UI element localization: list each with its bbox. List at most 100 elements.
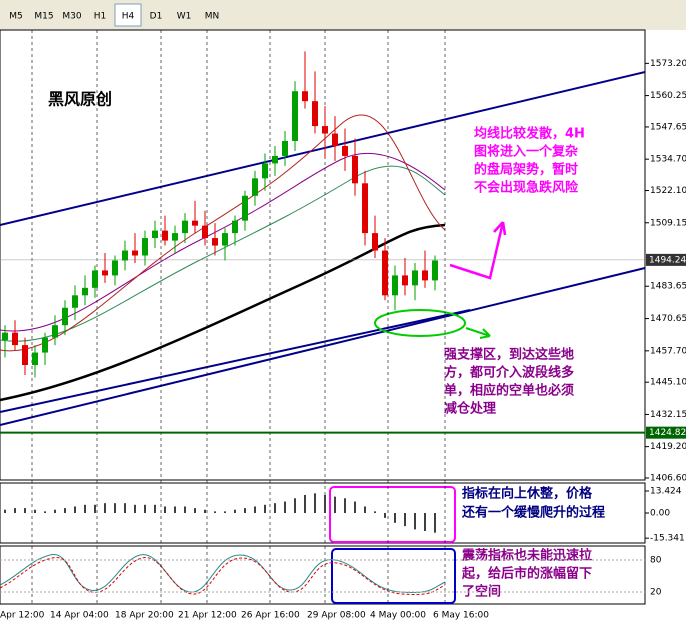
x-tick-label: 21 Apr 12:00 (178, 611, 237, 621)
note-line: 还有一个缓慢爬升的过程 (461, 505, 605, 521)
x-tick-label: 18 Apr 20:00 (115, 611, 174, 621)
note-line: 单，相应的空单也必须 (444, 383, 574, 399)
candle-body (2, 332, 8, 341)
author-label: 黑风原创 (48, 90, 112, 109)
toolbar (0, 0, 686, 30)
candle-body (332, 133, 338, 146)
candle-body (12, 332, 18, 346)
candle-body (92, 270, 98, 288)
candle-body (432, 260, 438, 281)
timeframe-button[interactable] (114, 3, 142, 27)
candle-body (182, 220, 188, 234)
timeframe-label[interactable]: M15 (34, 12, 53, 22)
note-line: 的盘局架势，暂时 (474, 162, 578, 178)
candle-body (402, 275, 408, 286)
ma-120 (0, 165, 446, 342)
stoch-pane (0, 545, 646, 605)
candle-body (142, 238, 148, 256)
timeframe-button[interactable] (3, 4, 29, 26)
candle-body (202, 225, 208, 239)
trend-line (0, 309, 471, 413)
timeframe-label[interactable]: H1 (94, 12, 107, 22)
y-tick-label: 1534.70 (650, 155, 686, 165)
candle-body (152, 230, 158, 239)
note-line: 起，给后市的涨幅留下 (461, 566, 592, 582)
x-tick-label: 6 May 16:00 (433, 611, 489, 621)
candle-body (412, 270, 418, 286)
channel-lower (0, 267, 646, 426)
stoch-box (331, 548, 456, 604)
candle-body (292, 91, 298, 142)
note-line: 不会出现急跌风险 (474, 180, 579, 196)
y-tick-label: 1547.65 (650, 122, 686, 132)
support-ellipse (374, 309, 466, 337)
note-line: 方，都可介入波段线多 (444, 365, 574, 381)
y-tick-label: 1457.70 (650, 346, 686, 356)
notes: 均线比较发散，4H 图将进入一个复杂的盘局架势，暂时不会出现急跌风险强支撑区，到达… (444, 126, 605, 600)
stoch-main (0, 554, 446, 593)
candle-body (392, 275, 398, 296)
timeframe-button[interactable] (31, 4, 57, 26)
candle-body (122, 250, 128, 261)
candle-body (32, 352, 38, 366)
timeframe-button[interactable] (199, 4, 225, 26)
y-tick-label: 1573.20 (650, 59, 686, 69)
y-tick-label: 1522.10 (650, 186, 686, 196)
y-tick-label: 1470.65 (650, 314, 686, 324)
candle-body (72, 295, 78, 308)
support-label: 1424.82 (649, 428, 686, 438)
candle-body (132, 250, 138, 256)
timeframe-button[interactable] (87, 4, 113, 26)
channel-upper (0, 71, 646, 226)
current-price-box (646, 253, 686, 266)
candle-body (282, 141, 288, 156)
note-line: 了空间 (462, 584, 501, 600)
ma-200 (0, 223, 446, 402)
stoch-signal (0, 557, 446, 595)
note-line: 强支撑区，到达这些地 (444, 347, 574, 363)
candle-body (212, 238, 218, 246)
support-arrow (465, 327, 491, 339)
macd-box (329, 486, 456, 543)
candle-body (52, 325, 58, 338)
y-tick-label: 1509.15 (650, 218, 686, 228)
candle-body (382, 250, 388, 296)
y-tick-label: -15.341 (650, 534, 685, 544)
current-price-label: 1494.24 (649, 255, 686, 265)
timeframe-label[interactable]: H4 (122, 12, 135, 22)
candle-body (172, 233, 178, 241)
timeframe-label[interactable]: MN (205, 12, 220, 22)
candle-body (372, 233, 378, 251)
note-line: 减仓处理 (444, 401, 496, 417)
timeframe-button[interactable] (59, 4, 85, 26)
candle-body (322, 126, 328, 134)
up-arrow (449, 221, 507, 280)
timeframe-label[interactable]: D1 (150, 12, 163, 22)
y-tick-label: 1560.25 (650, 91, 686, 101)
note-line: 图将进入一个复杂 (474, 144, 578, 160)
y-tick-label: 1419.20 (650, 442, 686, 452)
timeframe-button[interactable] (143, 4, 169, 26)
candle-body (302, 91, 308, 102)
note-line: 均线比较发散，4H (474, 126, 585, 142)
candle-body (232, 220, 238, 234)
price-pane (0, 29, 646, 481)
note-line: 指标在向上休整，价格 (462, 486, 593, 502)
y-tick-label: 13.424 (650, 486, 682, 496)
candle-body (342, 145, 348, 156)
timeframe-label[interactable]: M30 (62, 12, 81, 22)
support-box (646, 426, 686, 439)
timeframe-button[interactable] (171, 4, 197, 26)
decorations (0, 71, 646, 604)
y-tick-label: 1445.10 (650, 378, 686, 388)
timeframe-label[interactable]: W1 (177, 12, 192, 22)
x-tick-label: 14 Apr 04:00 (50, 611, 109, 621)
note-line: 震荡指标也未能迅速拉 (461, 548, 592, 564)
y-tick-label: 1406.60 (650, 474, 686, 484)
x-tick-label: Apr 12:00 (0, 611, 45, 621)
timeframe-label[interactable]: M5 (9, 12, 23, 22)
y-tick-label: 1483.65 (650, 282, 686, 292)
candle-body (262, 163, 268, 179)
